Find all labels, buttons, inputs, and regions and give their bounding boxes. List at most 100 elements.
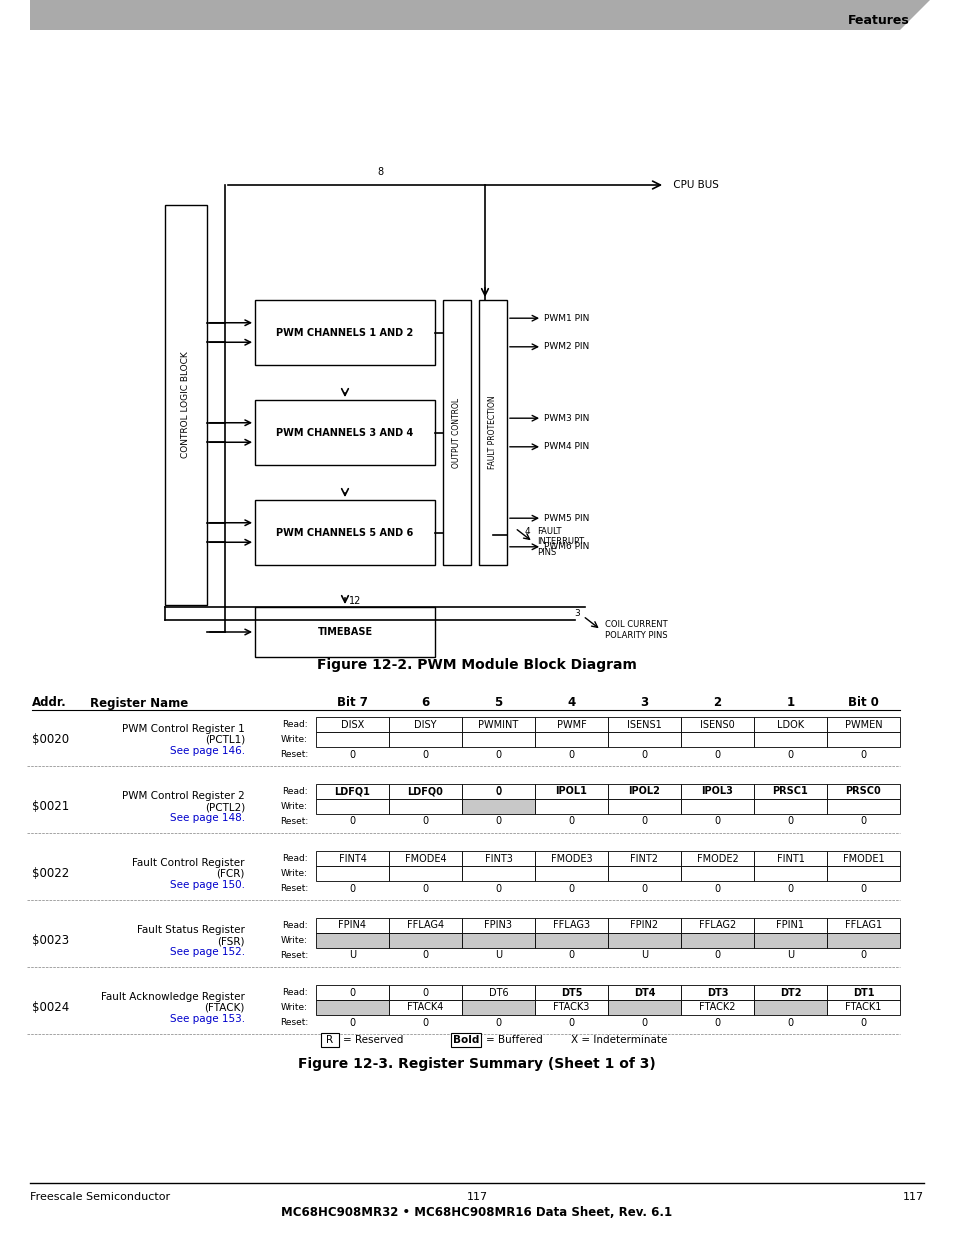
Text: 0: 0 xyxy=(349,883,355,893)
Bar xyxy=(607,799,680,814)
Text: 0: 0 xyxy=(640,750,647,760)
Bar xyxy=(753,986,826,1000)
Text: 0: 0 xyxy=(495,883,501,893)
Text: 0: 0 xyxy=(422,883,428,893)
Text: 6: 6 xyxy=(421,697,429,709)
Bar xyxy=(535,784,607,799)
Text: Reset:: Reset: xyxy=(279,818,308,826)
Text: Bold: Bold xyxy=(453,1035,478,1045)
Bar xyxy=(535,799,607,814)
Text: See page 146.: See page 146. xyxy=(170,746,245,756)
Bar xyxy=(535,986,607,1000)
Text: (FTACK): (FTACK) xyxy=(204,1003,245,1013)
Text: 0: 0 xyxy=(568,1018,574,1028)
Bar xyxy=(826,986,899,1000)
Text: 0: 0 xyxy=(349,750,355,760)
Bar xyxy=(826,866,899,881)
Text: Read:: Read: xyxy=(282,720,308,729)
Bar xyxy=(535,932,607,948)
Text: $0024: $0024 xyxy=(32,1002,70,1014)
Bar xyxy=(680,784,753,799)
Text: 0: 0 xyxy=(495,1018,501,1028)
Bar xyxy=(315,718,389,732)
Bar xyxy=(461,799,535,814)
Text: OUTPUT CONTROL: OUTPUT CONTROL xyxy=(452,398,461,468)
Text: 0: 0 xyxy=(640,1018,647,1028)
Text: FINT1: FINT1 xyxy=(776,853,803,863)
Text: FPIN4: FPIN4 xyxy=(338,920,366,930)
Bar xyxy=(461,784,535,799)
Text: DT6: DT6 xyxy=(488,988,508,998)
Text: 0: 0 xyxy=(495,816,501,826)
Bar xyxy=(389,799,461,814)
Bar xyxy=(753,1000,826,1015)
Text: PWM CHANNELS 3 AND 4: PWM CHANNELS 3 AND 4 xyxy=(276,427,414,437)
Text: X = Indeterminate: X = Indeterminate xyxy=(571,1035,667,1045)
Text: 3: 3 xyxy=(639,697,648,709)
Bar xyxy=(607,986,680,1000)
Bar xyxy=(535,866,607,881)
Bar xyxy=(826,784,899,799)
Text: 0: 0 xyxy=(422,1018,428,1028)
Text: Write:: Write: xyxy=(281,936,308,945)
Text: CONTROL LOGIC BLOCK: CONTROL LOGIC BLOCK xyxy=(181,352,191,458)
Bar xyxy=(753,784,826,799)
Bar xyxy=(451,1032,480,1047)
Bar xyxy=(461,866,535,881)
Text: Reset:: Reset: xyxy=(279,750,308,760)
Text: $0020: $0020 xyxy=(32,734,69,746)
Text: FMODE2: FMODE2 xyxy=(696,853,738,863)
Text: 0: 0 xyxy=(860,1018,865,1028)
Text: 0: 0 xyxy=(495,787,501,797)
Bar xyxy=(478,300,506,564)
Text: Features: Features xyxy=(847,14,909,26)
Text: Reset:: Reset: xyxy=(279,951,308,960)
Bar xyxy=(680,732,753,747)
Bar xyxy=(315,732,389,747)
Text: 0: 0 xyxy=(349,816,355,826)
Text: 0: 0 xyxy=(640,816,647,826)
Text: 0: 0 xyxy=(714,1018,720,1028)
Text: LDOK: LDOK xyxy=(776,720,803,730)
Bar xyxy=(315,932,389,948)
Text: COIL CURRENT
POLARITY PINS: COIL CURRENT POLARITY PINS xyxy=(604,620,667,640)
Bar xyxy=(389,932,461,948)
Text: FAULT PROTECTION: FAULT PROTECTION xyxy=(488,395,497,469)
Text: (FCR): (FCR) xyxy=(216,869,245,879)
Bar xyxy=(535,1000,607,1015)
Text: = Buffered: = Buffered xyxy=(485,1035,542,1045)
Text: 0: 0 xyxy=(495,750,501,760)
Text: R: R xyxy=(326,1035,334,1045)
Text: 4: 4 xyxy=(567,697,575,709)
Text: See page 153.: See page 153. xyxy=(170,1014,245,1024)
Bar xyxy=(315,799,389,814)
Text: Fault Status Register: Fault Status Register xyxy=(137,925,245,935)
Bar xyxy=(389,1000,461,1015)
Text: PRSC0: PRSC0 xyxy=(844,787,881,797)
Bar xyxy=(680,799,753,814)
Text: Read:: Read: xyxy=(282,921,308,930)
Bar xyxy=(165,205,207,605)
Text: FAULT
INTERRUPT
PINS: FAULT INTERRUPT PINS xyxy=(537,527,583,557)
Text: Read:: Read: xyxy=(282,853,308,863)
Text: ISENS0: ISENS0 xyxy=(700,720,734,730)
Bar xyxy=(535,732,607,747)
Text: DT4: DT4 xyxy=(633,988,655,998)
Bar xyxy=(254,606,435,657)
Text: Figure 12-3. Register Summary (Sheet 1 of 3): Figure 12-3. Register Summary (Sheet 1 o… xyxy=(297,1057,656,1071)
Bar xyxy=(315,784,389,799)
Text: PWM6 PIN: PWM6 PIN xyxy=(543,542,589,551)
Bar xyxy=(254,300,435,366)
Text: 0: 0 xyxy=(495,787,501,797)
Bar xyxy=(753,799,826,814)
Text: FPIN3: FPIN3 xyxy=(484,920,512,930)
Text: FINT4: FINT4 xyxy=(338,853,366,863)
Bar xyxy=(461,732,535,747)
Bar xyxy=(315,1000,389,1015)
Text: 0: 0 xyxy=(786,750,793,760)
Bar xyxy=(254,500,435,564)
Bar xyxy=(389,918,461,932)
Text: 0: 0 xyxy=(349,988,355,998)
Text: PWMEN: PWMEN xyxy=(843,720,882,730)
Text: MC68HC908MR32 • MC68HC908MR16 Data Sheet, Rev. 6.1: MC68HC908MR32 • MC68HC908MR16 Data Sheet… xyxy=(281,1207,672,1219)
